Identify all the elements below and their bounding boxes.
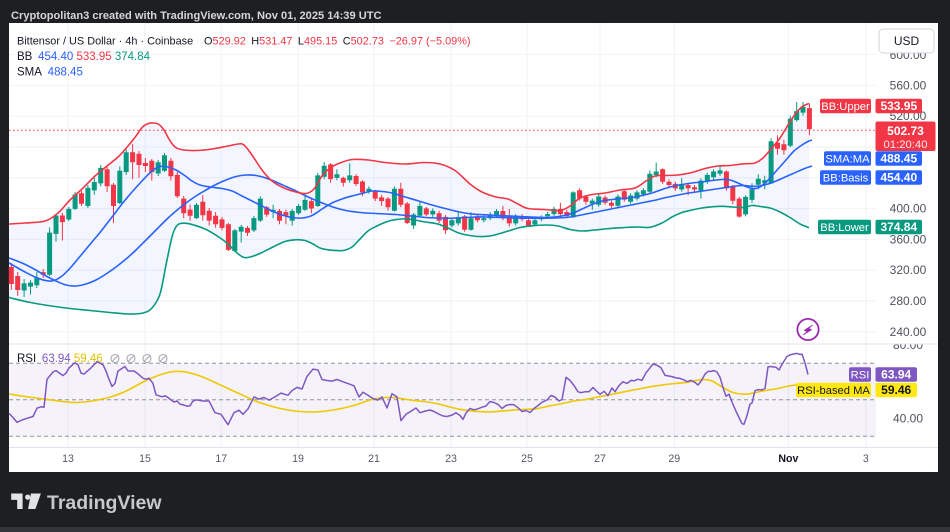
svg-text:RSI-based MA: RSI-based MA — [797, 385, 870, 397]
svg-text:533.95: 533.95 — [880, 99, 917, 113]
svg-text:502.73: 502.73 — [887, 124, 924, 138]
svg-text:454.40: 454.40 — [880, 171, 917, 185]
svg-text:59.46: 59.46 — [881, 383, 911, 397]
svg-text:13: 13 — [62, 453, 74, 465]
svg-text:63.94: 63.94 — [881, 368, 911, 382]
svg-text:RSI: RSI — [851, 370, 870, 382]
svg-text:19: 19 — [292, 453, 304, 465]
svg-text:240.00: 240.00 — [890, 325, 927, 339]
svg-text:400.00: 400.00 — [890, 202, 927, 216]
svg-text:Nov: Nov — [778, 453, 798, 465]
svg-text:TradingView: TradingView — [47, 492, 162, 514]
svg-text:560.00: 560.00 — [890, 78, 927, 92]
svg-text:Bittensor / US Dollar · 4h · C: Bittensor / US Dollar · 4h · Coinbase O5… — [17, 35, 471, 47]
svg-text:29: 29 — [668, 453, 680, 465]
svg-text:SMA:MA: SMA:MA — [825, 154, 870, 166]
svg-text:360.00: 360.00 — [890, 232, 927, 246]
svg-text:Cryptopolitan3 created with Tr: Cryptopolitan3 created with TradingView.… — [11, 10, 382, 22]
svg-text:23: 23 — [445, 453, 457, 465]
svg-text:BB:Lower: BB:Lower — [820, 222, 869, 234]
svg-text:BB:Upper: BB:Upper — [821, 101, 870, 113]
svg-text:320.00: 320.00 — [890, 263, 927, 277]
svg-text:USD: USD — [894, 34, 920, 48]
svg-text:SMA 488.45: SMA 488.45 — [17, 66, 83, 78]
svg-text:RSI 63.94 59.46: RSI 63.94 59.46 — [17, 353, 103, 365]
svg-text:25: 25 — [521, 453, 533, 465]
svg-text:21: 21 — [368, 453, 380, 465]
svg-text:BB 454.40 533.95 374.84: BB 454.40 533.95 374.84 — [17, 51, 151, 63]
svg-text:488.45: 488.45 — [880, 152, 917, 166]
svg-text:3: 3 — [863, 453, 869, 465]
svg-text:01:20:40: 01:20:40 — [884, 139, 928, 151]
svg-text:15: 15 — [139, 453, 151, 465]
svg-text:40.00: 40.00 — [893, 412, 923, 426]
svg-text:374.84: 374.84 — [880, 220, 917, 234]
svg-text:27: 27 — [594, 453, 606, 465]
svg-text:17: 17 — [215, 453, 227, 465]
svg-text:80.00: 80.00 — [893, 338, 923, 352]
svg-text:BB:Basis: BB:Basis — [823, 173, 869, 185]
svg-text:280.00: 280.00 — [890, 294, 927, 308]
